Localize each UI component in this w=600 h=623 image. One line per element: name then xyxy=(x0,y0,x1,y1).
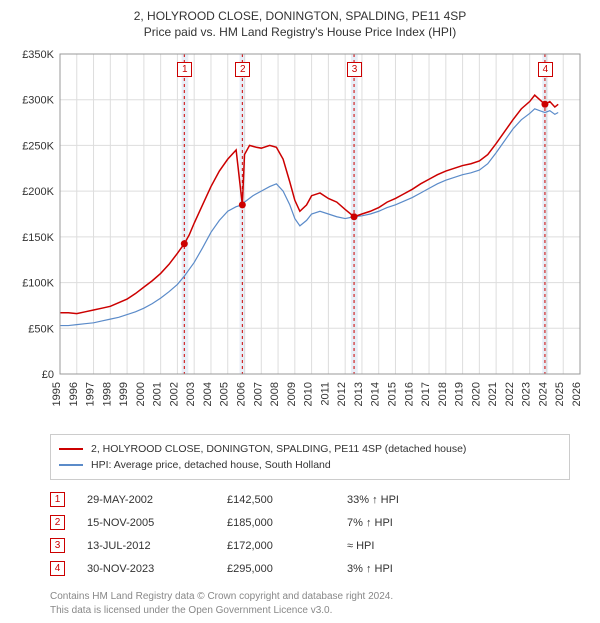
svg-text:2009: 2009 xyxy=(286,382,298,406)
svg-text:2010: 2010 xyxy=(303,382,315,406)
marker-box: 1 xyxy=(177,62,192,77)
svg-text:2025: 2025 xyxy=(554,382,566,406)
svg-text:2016: 2016 xyxy=(403,382,415,406)
event-row: 3 13-JUL-2012£172,000≈ HPI xyxy=(50,534,570,557)
title-line-1: 2, HOLYROOD CLOSE, DONINGTON, SPALDING, … xyxy=(10,8,590,24)
svg-text:£350K: £350K xyxy=(22,49,54,61)
event-date: 15-NOV-2005 xyxy=(87,517,227,529)
line-chart: £0 £50K £100K £150K £200K £250K £300K £350K 1995… xyxy=(10,44,590,424)
svg-text:2003: 2003 xyxy=(185,382,197,406)
event-pct: 3% ↑ HPI xyxy=(347,563,467,575)
svg-text:2019: 2019 xyxy=(454,382,466,406)
legend: 2, HOLYROOD CLOSE, DONINGTON, SPALDING, … xyxy=(50,434,570,480)
event-date: 29-MAY-2002 xyxy=(87,494,227,506)
svg-text:2015: 2015 xyxy=(386,382,398,406)
svg-text:£0: £0 xyxy=(42,369,54,381)
legend-label: HPI: Average price, detached house, Sout… xyxy=(91,459,331,471)
marker-box: 4 xyxy=(538,62,553,77)
attrib-line-1: Contains HM Land Registry data © Crown c… xyxy=(50,590,580,604)
svg-text:2024: 2024 xyxy=(537,382,549,406)
legend-row: HPI: Average price, detached house, Sout… xyxy=(59,457,561,473)
svg-text:2004: 2004 xyxy=(202,382,214,406)
event-marker: 3 xyxy=(50,538,65,553)
svg-text:2012: 2012 xyxy=(336,382,348,406)
svg-text:2000: 2000 xyxy=(135,382,147,406)
event-price: £172,000 xyxy=(227,540,347,552)
event-row: 2 15-NOV-2005£185,0007% ↑ HPI xyxy=(50,511,570,534)
svg-text:2005: 2005 xyxy=(219,382,231,406)
event-date: 30-NOV-2023 xyxy=(87,563,227,575)
svg-text:2006: 2006 xyxy=(236,382,248,406)
chart-area: £0 £50K £100K £150K £200K £250K £300K £350K 1995… xyxy=(10,44,590,424)
svg-text:£300K: £300K xyxy=(22,95,54,107)
event-price: £185,000 xyxy=(227,517,347,529)
marker-box: 2 xyxy=(235,62,250,77)
event-row: 4 30-NOV-2023£295,0003% ↑ HPI xyxy=(50,557,570,580)
title-line-2: Price paid vs. HM Land Registry's House … xyxy=(10,24,590,40)
legend-swatch xyxy=(59,448,83,450)
svg-text:1998: 1998 xyxy=(101,382,113,406)
event-pct: 7% ↑ HPI xyxy=(347,517,467,529)
legend-row: 2, HOLYROOD CLOSE, DONINGTON, SPALDING, … xyxy=(59,441,561,457)
svg-text:2008: 2008 xyxy=(269,382,281,406)
event-marker: 1 xyxy=(50,492,65,507)
svg-text:£50K: £50K xyxy=(28,324,54,336)
legend-swatch xyxy=(59,464,83,466)
svg-text:2013: 2013 xyxy=(353,382,365,406)
event-marker: 2 xyxy=(50,515,65,530)
svg-text:£100K: £100K xyxy=(22,278,54,290)
svg-text:£200K: £200K xyxy=(22,187,54,199)
svg-text:1996: 1996 xyxy=(68,382,80,406)
svg-text:£250K: £250K xyxy=(22,141,54,153)
attrib-line-2: This data is licensed under the Open Gov… xyxy=(50,604,580,618)
legend-label: 2, HOLYROOD CLOSE, DONINGTON, SPALDING, … xyxy=(91,443,466,455)
event-row: 1 29-MAY-2002£142,50033% ↑ HPI xyxy=(50,488,570,511)
svg-text:2026: 2026 xyxy=(571,382,583,406)
svg-text:2011: 2011 xyxy=(319,382,331,406)
marker-box: 3 xyxy=(347,62,362,77)
event-price: £295,000 xyxy=(227,563,347,575)
event-pct: ≈ HPI xyxy=(347,540,467,552)
event-price: £142,500 xyxy=(227,494,347,506)
svg-text:£150K: £150K xyxy=(22,232,54,244)
svg-text:1995: 1995 xyxy=(51,382,63,406)
event-marker: 4 xyxy=(50,561,65,576)
svg-text:2002: 2002 xyxy=(168,382,180,406)
svg-text:2007: 2007 xyxy=(252,382,264,406)
svg-text:2021: 2021 xyxy=(487,382,499,406)
svg-text:2018: 2018 xyxy=(437,382,449,406)
svg-text:2001: 2001 xyxy=(152,382,164,406)
attribution: Contains HM Land Registry data © Crown c… xyxy=(50,590,580,617)
chart-title: 2, HOLYROOD CLOSE, DONINGTON, SPALDING, … xyxy=(10,8,590,40)
event-pct: 33% ↑ HPI xyxy=(347,494,467,506)
svg-text:2014: 2014 xyxy=(370,382,382,406)
svg-text:2020: 2020 xyxy=(470,382,482,406)
svg-text:2022: 2022 xyxy=(504,382,516,406)
svg-text:1999: 1999 xyxy=(118,382,130,406)
svg-text:2017: 2017 xyxy=(420,382,432,406)
event-date: 13-JUL-2012 xyxy=(87,540,227,552)
svg-text:1997: 1997 xyxy=(85,382,97,406)
events-table: 129-MAY-2002£142,50033% ↑ HPI215-NOV-200… xyxy=(50,488,570,580)
svg-text:2023: 2023 xyxy=(521,382,533,406)
